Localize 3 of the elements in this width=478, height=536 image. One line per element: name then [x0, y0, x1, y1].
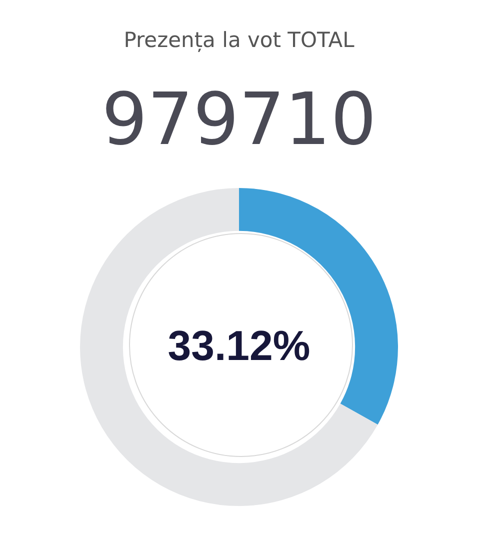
chart-subtitle: 979710 [100, 76, 378, 163]
chart-title: Prezența la vot TOTAL [122, 28, 356, 52]
text: 33.12% [166, 322, 312, 370]
